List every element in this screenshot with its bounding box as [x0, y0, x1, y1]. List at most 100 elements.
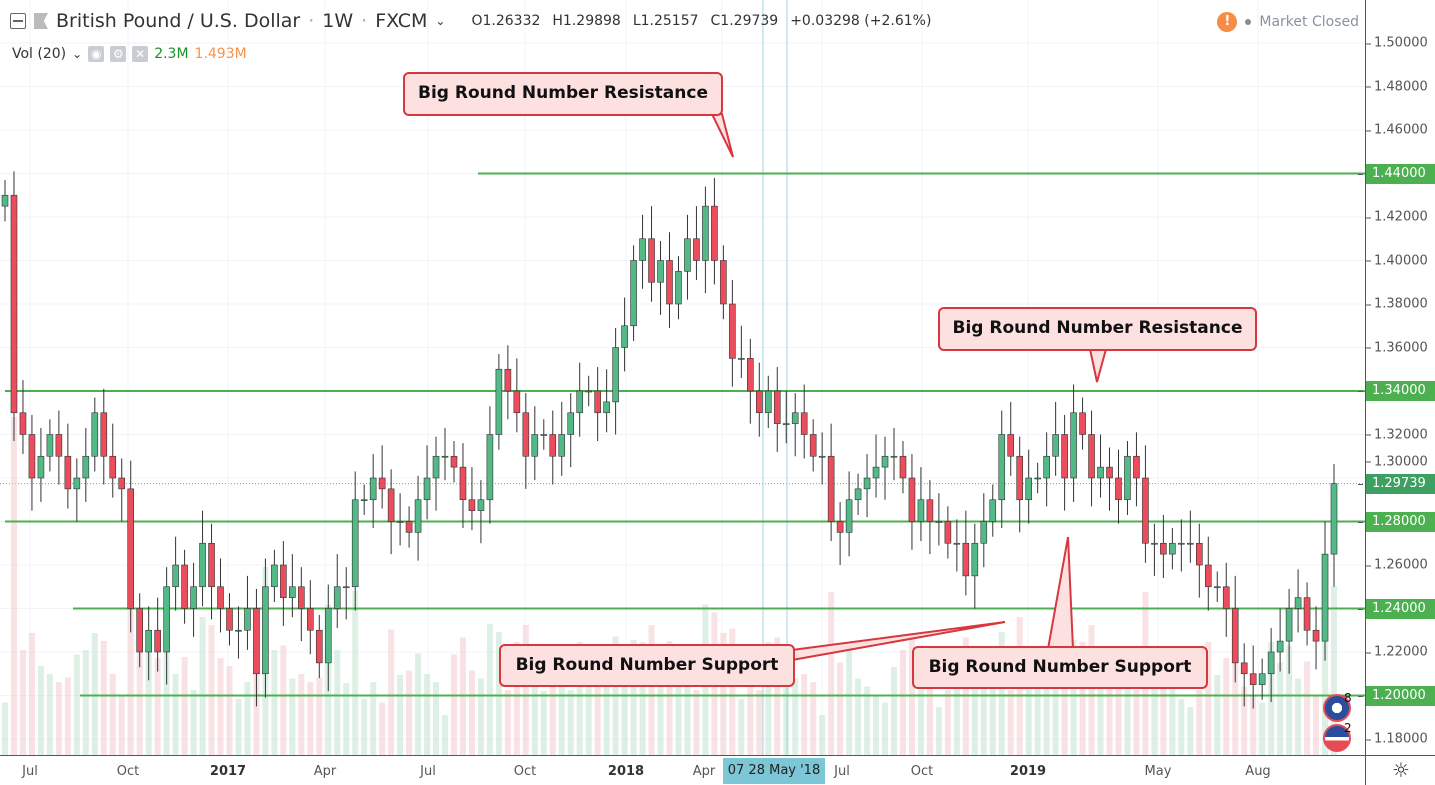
- interval[interactable]: 1W: [322, 10, 354, 32]
- price-tick: 1.24000: [1358, 598, 1435, 619]
- candle-body: [495, 368, 503, 435]
- volume-bar: [127, 577, 134, 755]
- volume-bar: [495, 632, 502, 755]
- volume-bar: [73, 654, 80, 755]
- candle-body: [37, 455, 45, 479]
- ohlc-high: H1.29898: [552, 13, 621, 29]
- chevron-down-icon[interactable]: ⌄: [72, 47, 83, 61]
- time-axis[interactable]: Aug May 2019 Oct Jul Apr 2018 Oct Jul Apr 2017 Oct J…: [0, 755, 1365, 785]
- candle: [441, 427, 449, 481]
- candle: [1187, 510, 1194, 563]
- volume-bar: [1232, 628, 1239, 755]
- candle-body: [486, 434, 494, 501]
- volume-bar: [55, 682, 62, 755]
- close-icon[interactable]: ✕: [132, 46, 149, 62]
- candle-body: [836, 521, 844, 533]
- candle: [289, 554, 296, 618]
- volume-bar: [199, 617, 206, 755]
- volume-bar: [172, 674, 179, 755]
- candle: [989, 484, 997, 537]
- volume-bar: [657, 658, 664, 755]
- candle: [307, 580, 314, 655]
- candle: [333, 554, 341, 629]
- candle-body: [1070, 412, 1077, 479]
- time-tick: Apr: [692, 764, 716, 779]
- candle-body: [962, 542, 970, 577]
- candle-body: [558, 434, 566, 457]
- horizontal-levels[interactable]: [5, 172, 1365, 697]
- volume-bar: [531, 658, 538, 755]
- candle-body: [764, 390, 772, 414]
- settings-icon[interactable]: ☼: [1365, 755, 1435, 785]
- candle-body: [1276, 640, 1284, 653]
- volume-bar: [10, 417, 17, 755]
- chevron-down-icon[interactable]: ⌄: [435, 14, 446, 28]
- candle: [711, 177, 718, 285]
- candle: [378, 445, 386, 509]
- volume-bar: [585, 675, 592, 755]
- volume-bar: [783, 683, 790, 755]
- flag-icon: [34, 13, 48, 29]
- volume-bar: [1070, 640, 1077, 755]
- candle: [118, 458, 126, 522]
- price-axis[interactable]: 1.50000 1.48000 1.46000 1.44000 1.42000 1.400…: [1358, 0, 1435, 755]
- candle: [603, 369, 610, 433]
- candle-body: [576, 390, 584, 414]
- candle-body: [989, 499, 997, 522]
- candle-body: [684, 238, 691, 272]
- candle: [1312, 606, 1320, 670]
- eye-icon[interactable]: ◉: [88, 46, 105, 62]
- volume-bar: [2, 702, 8, 755]
- candle: [818, 432, 826, 485]
- candle-body: [1043, 455, 1050, 479]
- volume-bar: [1115, 674, 1122, 755]
- candle-body: [1231, 608, 1239, 664]
- volume-bar: [1160, 670, 1167, 755]
- volume-bar: [1223, 658, 1230, 755]
- candle: [935, 493, 943, 546]
- uk-flag-icon[interactable]: [1323, 694, 1351, 722]
- candle-body: [19, 412, 27, 435]
- price-chart[interactable]: [0, 0, 1365, 755]
- volume-bar: [1205, 642, 1212, 755]
- candle: [585, 375, 592, 407]
- volume-bar: [917, 666, 924, 755]
- callout-resistance-2[interactable]: Big Round Number Resistance: [938, 307, 1257, 351]
- candle-body: [738, 358, 745, 360]
- candle-body: [315, 629, 323, 664]
- volume-label[interactable]: Vol (20): [12, 46, 67, 62]
- candle-body: [1142, 477, 1149, 544]
- volume-bar: [289, 678, 296, 755]
- candle: [37, 427, 45, 502]
- candle-body: [100, 412, 108, 457]
- candle-body: [387, 488, 395, 522]
- candle: [1025, 449, 1032, 524]
- us-flag-icon[interactable]: [1323, 724, 1351, 752]
- volume-bar: [603, 678, 610, 755]
- callout-support-1[interactable]: Big Round Number Support: [499, 644, 795, 687]
- gear-icon[interactable]: ⚙: [110, 46, 127, 62]
- candle: [854, 473, 862, 515]
- callout-resistance-1[interactable]: Big Round Number Resistance: [403, 72, 723, 116]
- volume-bar: [1313, 694, 1320, 755]
- price-tick: 1.34000: [1358, 381, 1435, 401]
- candle-body: [971, 542, 979, 577]
- candle-body: [585, 390, 592, 393]
- candle-body: [208, 542, 215, 588]
- candle-body: [998, 434, 1006, 501]
- candle-body: [1079, 412, 1086, 435]
- candle-body: [1222, 586, 1230, 609]
- candle: [1294, 569, 1302, 633]
- callout-support-2[interactable]: Big Round Number Support: [912, 646, 1208, 689]
- symbol-name[interactable]: British Pound / U.S. Dollar: [56, 10, 301, 32]
- candle: [1169, 528, 1176, 570]
- candle-body: [1034, 477, 1041, 480]
- candle-body: [935, 521, 943, 523]
- volume-bar: [1151, 675, 1158, 755]
- candle-body: [845, 499, 853, 533]
- candle-body: [1097, 466, 1104, 479]
- crosshair-time-label: 07 28 May '18: [723, 758, 825, 784]
- volume-bar: [621, 682, 628, 755]
- warning-icon[interactable]: !: [1217, 12, 1238, 32]
- collapse-icon[interactable]: [10, 13, 26, 29]
